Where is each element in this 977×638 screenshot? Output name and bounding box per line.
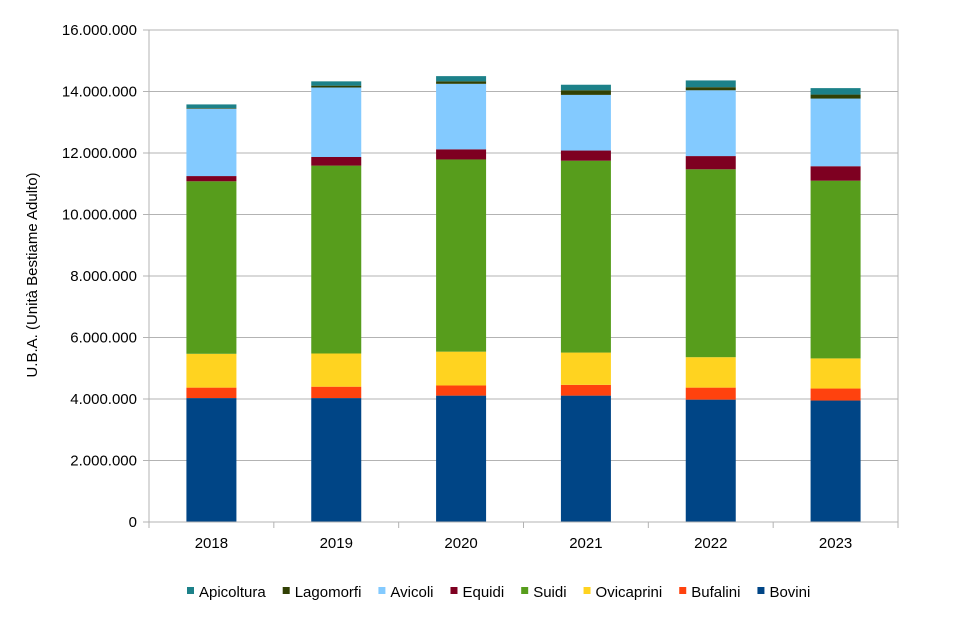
y-axis-label: U.B.A. (Unità Bestiame Adulto) xyxy=(24,172,41,377)
x-tick-label: 2020 xyxy=(444,535,477,552)
bar-avicoli-2020 xyxy=(436,83,487,150)
bar-apicoltura-2019 xyxy=(311,81,362,86)
x-tick-label: 2018 xyxy=(195,535,228,552)
legend-label-bufalini: Bufalini xyxy=(691,584,740,601)
y-tick-label: 8.000.000 xyxy=(70,268,137,285)
bar-apicoltura-2021 xyxy=(560,84,611,91)
bar-ovicaprini-2018 xyxy=(186,353,237,388)
y-axis-ticks: 0 2.000.000 4.000.000 6.000.000 8.000.000 10.… xyxy=(62,22,149,531)
legend-swatch-suidi xyxy=(521,587,529,594)
bar-lagomorfi-2018 xyxy=(186,108,237,109)
bar-suidi-2018 xyxy=(186,181,237,354)
bar-bovini-2019 xyxy=(311,398,362,522)
bar-bufalini-2023 xyxy=(810,388,861,401)
legend-label-ovicaprini: Ovicaprini xyxy=(596,584,663,601)
bar-bovini-2022 xyxy=(685,399,736,522)
bar-suidi-2022 xyxy=(685,169,736,358)
bar-bovini-2020 xyxy=(436,395,487,522)
y-tick-label: 14.000.000 xyxy=(62,84,137,101)
bar-ovicaprini-2023 xyxy=(810,358,861,389)
y-tick-label: 12.000.000 xyxy=(62,145,137,162)
x-tick-label: 2021 xyxy=(569,535,602,552)
y-tick-label: 6.000.000 xyxy=(70,330,137,347)
y-tick-label: 4.000.000 xyxy=(70,391,137,408)
x-tick-label: 2023 xyxy=(819,535,852,552)
bar-avicoli-2019 xyxy=(311,87,362,157)
legend-swatch-ovicaprini xyxy=(583,587,591,594)
legend: Apicoltura Lagomorfi Avicoli Equidi Suidi Ovi… xyxy=(187,584,810,601)
y-tick-label: 10.000.000 xyxy=(62,207,137,224)
bar-bufalini-2021 xyxy=(560,384,611,396)
bar-suidi-2020 xyxy=(436,159,487,352)
bar-equidi-2018 xyxy=(186,176,237,182)
legend-swatch-lagomorfi xyxy=(282,587,290,594)
x-tick-label: 2019 xyxy=(320,535,353,552)
bar-lagomorfi-2020 xyxy=(436,81,487,84)
bar-bufalini-2022 xyxy=(685,387,736,400)
bar-ovicaprini-2021 xyxy=(560,352,611,385)
bar-avicoli-2018 xyxy=(186,108,237,177)
y-tick-label: 2.000.000 xyxy=(70,453,137,470)
bar-equidi-2023 xyxy=(810,166,861,181)
legend-swatch-equidi xyxy=(450,587,458,594)
bar-bovini-2021 xyxy=(560,395,611,522)
x-tick-label: 2022 xyxy=(694,535,727,552)
bar-bufalini-2018 xyxy=(186,387,237,399)
bar-apicoltura-2020 xyxy=(436,76,487,82)
legend-swatch-avicoli xyxy=(378,587,386,594)
bar-avicoli-2023 xyxy=(810,98,861,167)
legend-swatch-apicoltura xyxy=(187,587,194,594)
y-tick-label: 16.000.000 xyxy=(62,22,137,39)
bar-avicoli-2022 xyxy=(685,90,736,157)
legend-label-apicoltura: Apicoltura xyxy=(199,584,266,601)
bar-lagomorfi-2023 xyxy=(810,94,861,99)
legend-swatch-bovini xyxy=(757,587,765,594)
legend-label-suidi: Suidi xyxy=(533,584,566,601)
legend-label-bovini: Bovini xyxy=(769,584,810,601)
bar-suidi-2021 xyxy=(560,160,611,353)
bar-suidi-2019 xyxy=(311,165,362,354)
bar-equidi-2020 xyxy=(436,149,487,160)
bar-lagomorfi-2019 xyxy=(311,85,362,88)
bar-bovini-2023 xyxy=(810,400,861,522)
bars xyxy=(186,76,861,522)
bar-lagomorfi-2022 xyxy=(685,87,736,91)
legend-label-equidi: Equidi xyxy=(462,584,504,601)
bar-bufalini-2020 xyxy=(436,385,487,396)
gridlines xyxy=(149,29,898,523)
legend-label-avicoli: Avicoli xyxy=(390,584,433,601)
y-tick-label: 0 xyxy=(129,514,137,531)
legend-label-lagomorfi: Lagomorfi xyxy=(295,584,362,601)
bar-equidi-2021 xyxy=(560,150,611,161)
bar-lagomorfi-2021 xyxy=(560,90,611,95)
bar-ovicaprini-2019 xyxy=(311,353,362,387)
x-axis-ticks: 2018 2019 2020 2021 2022 2023 xyxy=(148,522,899,552)
bar-equidi-2022 xyxy=(685,156,736,170)
bar-avicoli-2021 xyxy=(560,94,611,151)
bar-ovicaprini-2022 xyxy=(685,357,736,388)
bar-suidi-2023 xyxy=(810,180,861,359)
bar-bovini-2018 xyxy=(186,398,237,522)
legend-swatch-bufalini xyxy=(679,587,687,594)
bar-ovicaprini-2020 xyxy=(436,351,487,386)
bar-equidi-2019 xyxy=(311,156,362,166)
bar-apicoltura-2022 xyxy=(685,80,736,88)
bar-apicoltura-2018 xyxy=(186,104,237,109)
bar-apicoltura-2023 xyxy=(810,88,861,95)
bar-bufalini-2019 xyxy=(311,386,362,399)
